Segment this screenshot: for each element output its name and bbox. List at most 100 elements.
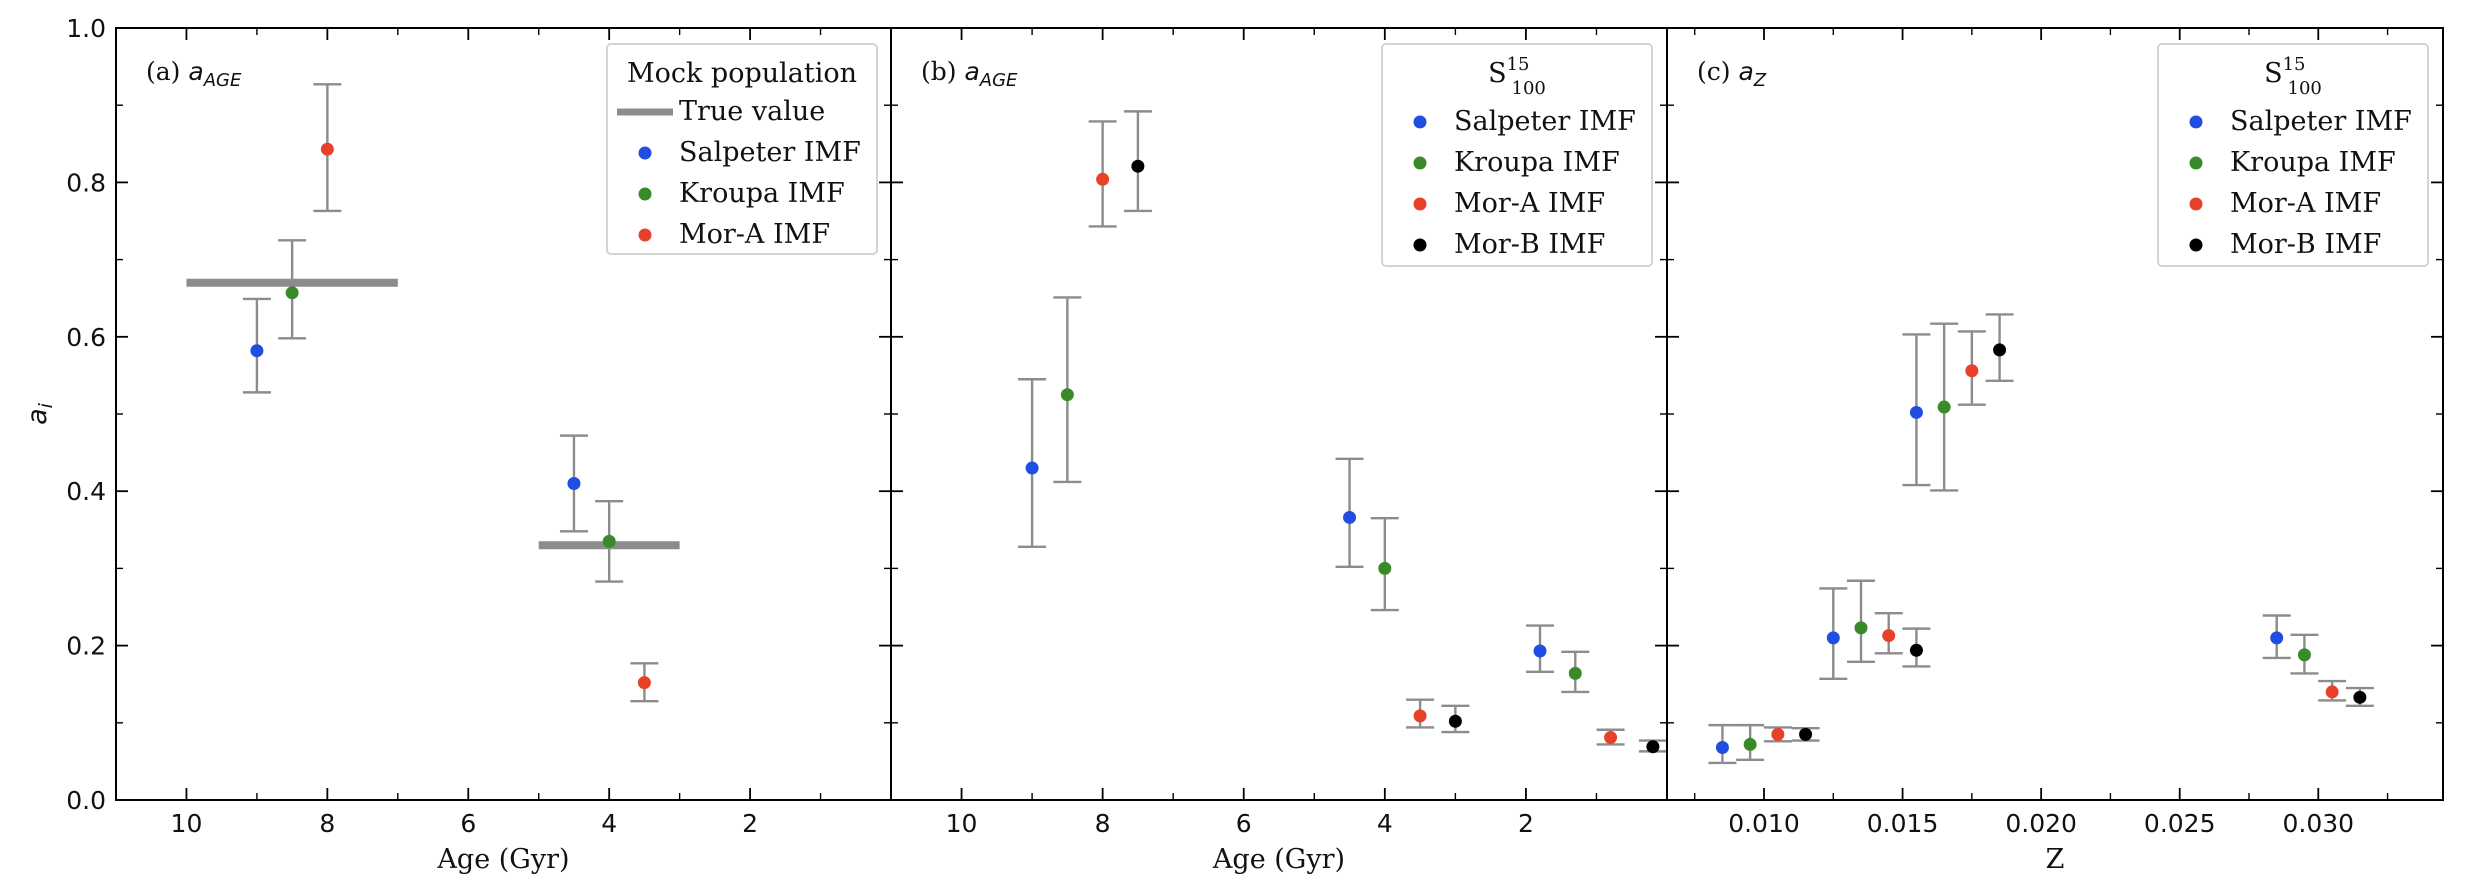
legend-title-sub: 100 — [1512, 78, 1546, 99]
legend-dot-marker — [1413, 115, 1427, 129]
x-tick-label: 2 — [1518, 809, 1534, 838]
y-tick-label: 0.2 — [66, 632, 106, 661]
data-point — [1568, 666, 1582, 680]
y-tick-label: 1.0 — [66, 14, 106, 43]
x-axis-label: Age (Gyr) — [1212, 844, 1345, 875]
legend-entry-label: Salpeter IMF — [679, 137, 861, 168]
data-point — [1799, 727, 1813, 741]
panel-label-symbol: a — [188, 57, 203, 86]
data-point — [1882, 629, 1896, 643]
data-point — [2297, 648, 2311, 662]
legend-title-sup: 15 — [2283, 54, 2306, 75]
data-point — [1771, 727, 1785, 741]
legend-box — [2157, 43, 2429, 267]
x-tick-label: 6 — [460, 809, 476, 838]
data-point — [1715, 741, 1729, 755]
x-tick-label: 0.015 — [1867, 809, 1939, 838]
legend-entry-label: Mor-A IMF — [679, 219, 830, 250]
legend-entry-label: Salpeter IMF — [1454, 106, 1636, 137]
legend: Mock population True value Salpeter IMF Kro… — [606, 43, 878, 255]
legend-dot-marker — [2189, 115, 2203, 129]
data-point — [1965, 364, 1979, 378]
legend-entry-label: Mor-A IMF — [2230, 188, 2381, 219]
legend-entry-label: Mor-B IMF — [2230, 229, 2381, 260]
y-axis-label: ai — [22, 402, 57, 425]
panel-label-symbol: a — [964, 57, 979, 86]
data-point — [1993, 343, 2007, 357]
x-tick-label: 0.030 — [2282, 809, 2354, 838]
data-point — [602, 534, 616, 548]
data-point — [320, 142, 334, 156]
y-axis-label-main: a — [22, 408, 53, 425]
data-point — [285, 286, 299, 300]
legend: S15 100 Salpeter IMF Kroupa IMF Mor-A IMF Mor… — [2157, 43, 2429, 267]
y-tick-label: 0.0 — [66, 786, 106, 815]
x-tick-label: 10 — [946, 809, 978, 838]
panel-label-subscript: Z — [1753, 70, 1767, 91]
legend-box — [1381, 43, 1653, 267]
data-point — [1343, 510, 1357, 524]
legend-dot-marker — [1413, 156, 1427, 170]
data-point — [1533, 644, 1547, 658]
x-axis-label: Z — [2046, 844, 2065, 875]
data-point — [1937, 400, 1951, 414]
y-axis-label-sub: i — [35, 402, 57, 408]
data-point — [1413, 709, 1427, 723]
data-point — [1025, 461, 1039, 475]
data-point — [250, 344, 264, 358]
data-point — [1448, 714, 1462, 728]
legend-dot-marker — [1413, 197, 1427, 211]
legend-dot-marker — [2189, 156, 2203, 170]
data-point — [1096, 172, 1110, 186]
legend-dot-marker — [638, 228, 652, 242]
data-point — [1131, 159, 1145, 173]
x-tick-label: 0.025 — [2144, 809, 2216, 838]
legend-entry-label: True value — [679, 96, 825, 127]
x-tick-label: 4 — [601, 809, 617, 838]
panel-b: 10 8 6 4 2 Age (Gyr) (b) aAGE S15 100 Salpeter IM… — [890, 27, 1668, 875]
legend-title-sup: 15 — [1507, 54, 1530, 75]
legend-entry-label: Kroupa IMF — [2230, 147, 2396, 178]
panel-label: (b) aAGE — [921, 57, 1018, 91]
x-tick-label: 0.010 — [1728, 809, 1800, 838]
data-point — [1378, 561, 1392, 575]
panel-label: (c) aZ — [1697, 57, 1767, 91]
data-point — [1854, 621, 1868, 635]
legend-title-sub: 100 — [2288, 78, 2322, 99]
x-tick-label: 4 — [1377, 809, 1393, 838]
x-tick-label: 8 — [1095, 809, 1111, 838]
legend-entry-label: Mor-A IMF — [1454, 188, 1605, 219]
legend-dot-marker — [638, 146, 652, 160]
legend-title-main: S — [2264, 58, 2283, 89]
legend-box — [606, 43, 878, 255]
y-tick-label: 0.6 — [66, 323, 106, 352]
legend-title-main: S — [1488, 58, 1507, 89]
legend-dot-marker — [1413, 238, 1427, 252]
x-tick-label: 8 — [319, 809, 335, 838]
data-point — [1604, 730, 1618, 744]
data-point — [2353, 690, 2367, 704]
x-tick-label: 2 — [742, 809, 758, 838]
panel-label-letter: (a) — [146, 57, 188, 86]
data-point — [637, 676, 651, 690]
legend-entry-label: Kroupa IMF — [679, 178, 845, 209]
data-point — [567, 476, 581, 490]
data-point — [2325, 685, 2339, 699]
legend: S15 100 Salpeter IMF Kroupa IMF Mor-A IMF Mor… — [1381, 43, 1653, 267]
data-point — [1743, 737, 1757, 751]
legend-title: Mock population — [627, 58, 857, 89]
x-axis-label: Age (Gyr) — [436, 844, 569, 875]
data-point — [1909, 643, 1923, 657]
x-tick-label: 0.020 — [2005, 809, 2077, 838]
legend-title-main: Mock population — [627, 58, 857, 89]
panel-label-letter: (b) — [921, 57, 964, 86]
legend-title: S15 100 — [1488, 54, 1546, 99]
x-tick-label: 10 — [171, 809, 203, 838]
legend-dot-marker — [2189, 238, 2203, 252]
legend-dot-marker — [638, 187, 652, 201]
data-point — [1826, 631, 1840, 645]
legend-entry-label: Salpeter IMF — [2230, 106, 2412, 137]
